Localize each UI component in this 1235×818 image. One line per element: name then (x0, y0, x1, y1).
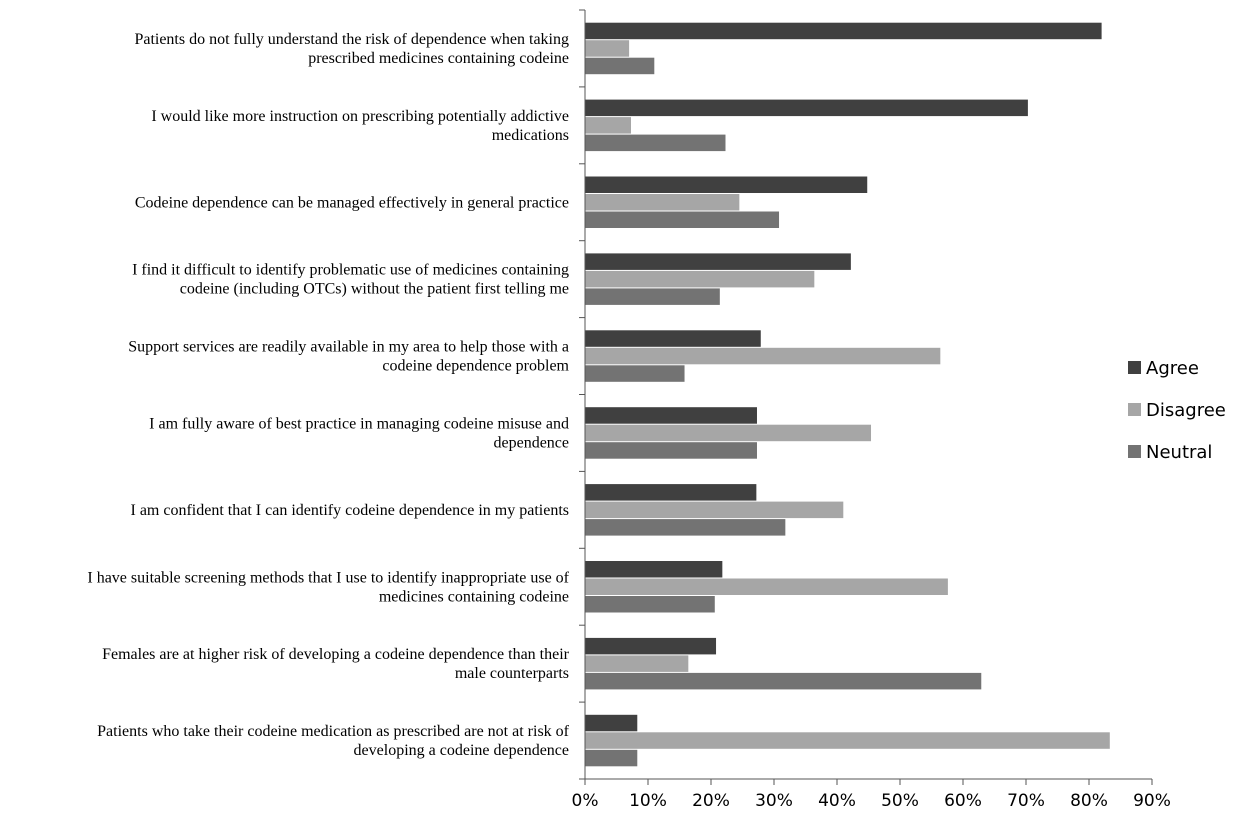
bar-disagree-0 (585, 40, 630, 57)
bar-agree-3 (585, 253, 851, 270)
bar-agree-7 (585, 561, 723, 578)
bar-neutral-5 (585, 442, 757, 459)
legend-swatch-disagree (1128, 403, 1141, 416)
bar-disagree-8 (585, 655, 689, 672)
bar-agree-0 (585, 22, 1102, 40)
bar-disagree-1 (585, 117, 631, 134)
legend-label-neutral: Neutral (1146, 442, 1212, 463)
bar-disagree-4 (585, 347, 941, 365)
bar-neutral-1 (585, 134, 726, 152)
x-tick-label: 30% (755, 791, 793, 811)
x-tick-label: 10% (629, 791, 667, 811)
x-tick-label: 90% (1133, 791, 1171, 811)
bar-disagree-2 (585, 194, 740, 211)
category-label: codeine (including OTCs) without the pat… (180, 281, 569, 298)
bar-neutral-0 (585, 57, 655, 75)
bar-neutral-8 (585, 672, 982, 690)
bar-agree-8 (585, 637, 717, 655)
legend: Agree Disagree Neutral (1128, 358, 1226, 463)
bar-neutral-2 (585, 211, 780, 228)
x-tick-label: 80% (1070, 791, 1108, 811)
bar-agree-5 (585, 407, 757, 424)
bar-disagree-5 (585, 424, 872, 442)
bar-neutral-9 (585, 749, 638, 767)
category-label: I have suitable screening methods that I… (87, 569, 569, 586)
legend-label-agree: Agree (1146, 358, 1199, 379)
category-label: I find it difficult to identify problema… (132, 262, 569, 279)
x-tick-label: 60% (944, 791, 982, 811)
category-label: Codeine dependence can be managed effect… (135, 194, 569, 211)
bar-neutral-6 (585, 519, 786, 536)
category-label: Patients do not fully understand the ris… (134, 31, 569, 48)
legend-swatch-agree (1128, 361, 1141, 374)
category-label: Support services are readily available i… (128, 339, 569, 356)
bar-neutral-7 (585, 596, 715, 613)
category-label: male counterparts (455, 665, 569, 682)
legend-label-disagree: Disagree (1146, 400, 1226, 421)
bar-agree-6 (585, 484, 757, 501)
bar-agree-2 (585, 176, 868, 193)
x-tick-label: 20% (692, 791, 730, 811)
category-label: dependence (493, 434, 569, 451)
category-label: developing a codeine dependence (354, 742, 569, 759)
category-label: Females are at higher risk of developing… (102, 646, 570, 663)
category-label: I am confident that I can identify codei… (131, 502, 570, 519)
bar-agree-9 (585, 714, 638, 732)
bar-disagree-6 (585, 501, 844, 519)
x-tick-label: 70% (1007, 791, 1045, 811)
bar-disagree-9 (585, 732, 1110, 749)
bar-agree-1 (585, 99, 1028, 117)
x-tick-label: 50% (881, 791, 919, 811)
legend-swatch-neutral (1128, 445, 1141, 458)
bar-disagree-3 (585, 270, 815, 288)
x-tick-label: 0% (572, 791, 599, 811)
category-label: medications (492, 127, 569, 144)
bars-group (585, 22, 1110, 767)
x-axis-ticks: 0% 10% 20% 30% 40% 50% 60% 70% 80% 90% (572, 779, 1171, 811)
category-label: prescribed medicines containing codeine (308, 50, 569, 67)
bar-neutral-4 (585, 365, 685, 382)
category-label: I am fully aware of best practice in man… (149, 415, 569, 432)
category-label: Patients who take their codeine medicati… (97, 723, 570, 740)
x-tick-label: 40% (818, 791, 856, 811)
bar-disagree-7 (585, 578, 948, 595)
category-label: codeine dependence problem (382, 358, 569, 375)
bar-agree-4 (585, 330, 761, 347)
category-label: I would like more instruction on prescri… (151, 108, 569, 125)
bar-neutral-3 (585, 288, 720, 305)
category-labels: Patients do not fully understand the ris… (87, 31, 569, 759)
y-axis-ticks (579, 9, 585, 780)
category-label: medicines containing codeine (379, 588, 569, 605)
